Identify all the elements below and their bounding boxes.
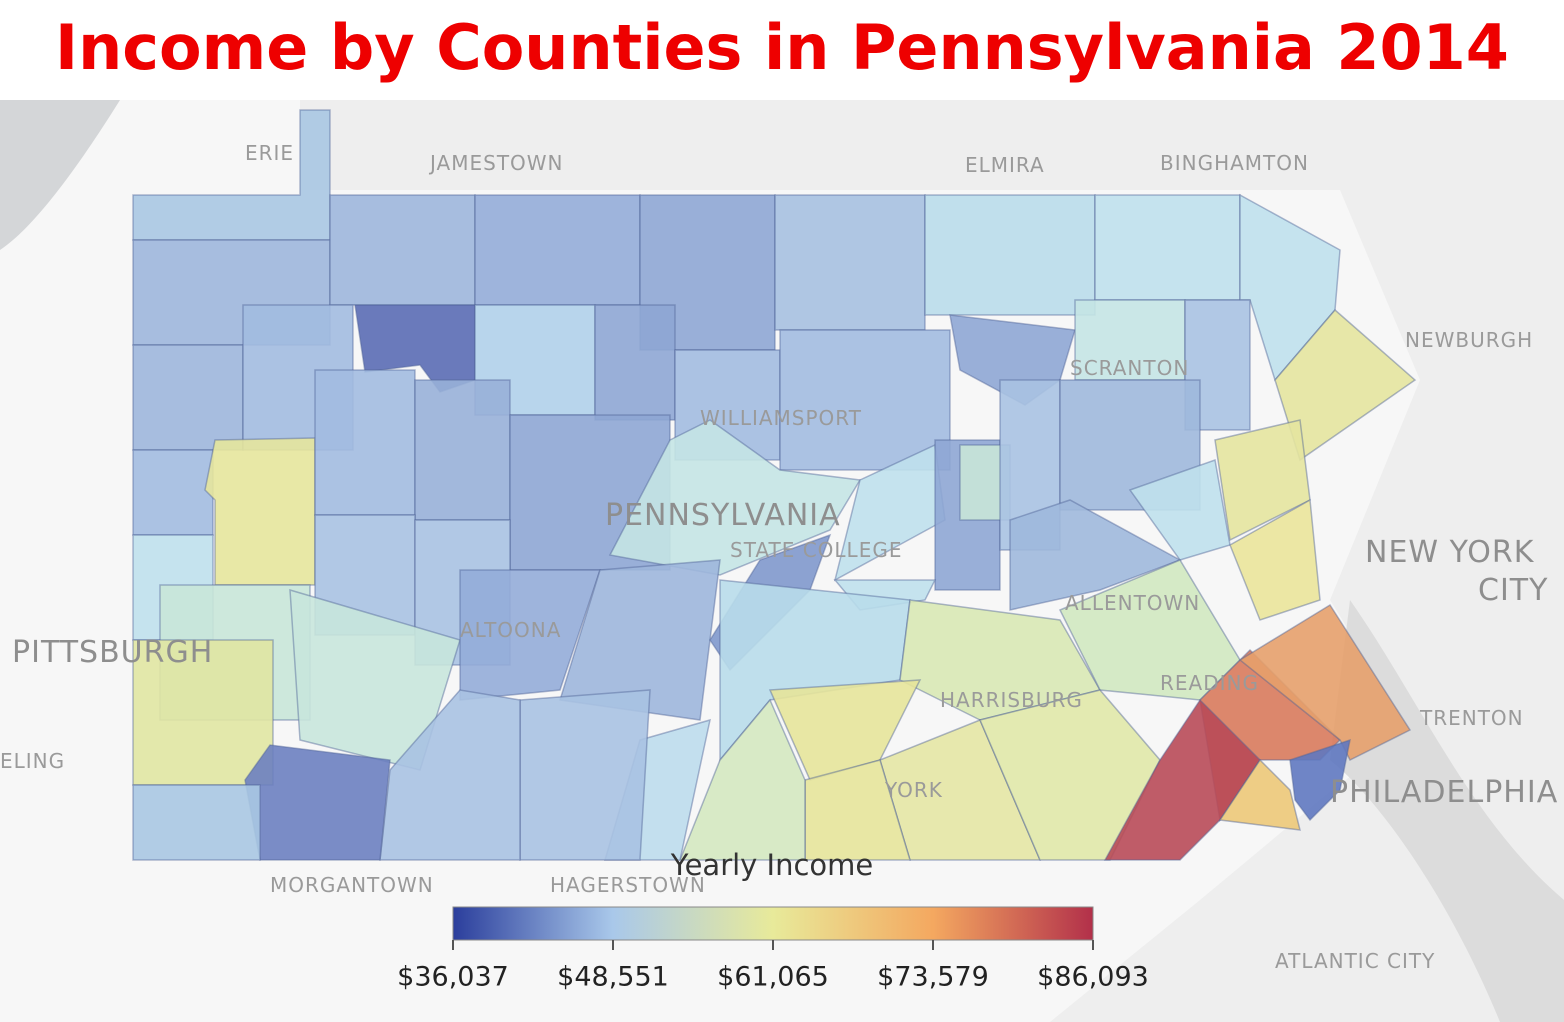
city-label: BINGHAMTON: [1160, 151, 1309, 175]
county: [132, 639, 274, 786]
city-label: HAGERSTOWN: [550, 873, 706, 897]
city-label: SCRANTON: [1070, 356, 1189, 380]
city-label: READING: [1160, 671, 1259, 695]
city-label: YORK: [884, 778, 943, 802]
map-labels: ERIE JAMESTOWN ELMIRA BINGHAMTON NEWBURG…: [0, 141, 1558, 973]
city-label: PHILADELPHIA: [1330, 775, 1558, 810]
legend-title: Yearly Income: [670, 848, 874, 882]
county: [1229, 498, 1321, 621]
city-label: ERIE: [245, 141, 294, 165]
county: [244, 744, 391, 861]
city-label: ALLENTOWN: [1065, 591, 1200, 615]
county: [559, 559, 721, 721]
county: [594, 304, 676, 421]
legend-colorbar: [452, 906, 1094, 941]
county: [314, 369, 416, 516]
legend-tick-label: $73,579: [877, 962, 989, 993]
legend-ticks: $36,037 $48,551 $61,065 $73,579 $86,093: [397, 940, 1149, 993]
title-band: [0, 0, 1564, 100]
city-label: ELING: [0, 749, 65, 773]
county: [1184, 299, 1251, 431]
city-label: ELMIRA: [965, 153, 1045, 177]
legend-tick-label: $48,551: [557, 962, 669, 993]
city-label: CITY: [1478, 573, 1548, 608]
county: [1289, 738, 1351, 822]
county: [608, 419, 862, 576]
legend-tick-label: $36,037: [397, 962, 509, 993]
city-label: JAMESTOWN: [428, 151, 564, 175]
county: [1238, 603, 1412, 762]
county: [379, 689, 521, 861]
city-label: PENNSYLVANIA: [605, 498, 841, 533]
lake: [0, 100, 120, 250]
city-label: STATE COLLEGE: [730, 538, 902, 562]
county: [779, 329, 951, 471]
county: [924, 194, 1096, 316]
legend-tick-label: $61,065: [717, 962, 829, 993]
city-label: MORGANTOWN: [270, 873, 434, 897]
city-label: ATLANTIC CITY: [1275, 949, 1435, 973]
county: [1094, 194, 1241, 301]
city-label: NEW YORK: [1365, 535, 1535, 570]
county: [519, 689, 651, 861]
county: [132, 449, 214, 536]
city-label: ALTOONA: [460, 618, 561, 642]
title: Income by Counties in Pennsylvania 2014: [55, 11, 1509, 84]
county: [414, 379, 511, 521]
county: [1074, 299, 1186, 381]
county: [474, 194, 641, 306]
legend-tick-label: $86,093: [1037, 962, 1149, 993]
city-label: NEWBURGH: [1405, 328, 1533, 352]
county: [774, 194, 926, 331]
counties: [132, 109, 1417, 861]
city-label: HARRISBURG: [940, 688, 1083, 712]
city-label: TRENTON: [1419, 706, 1524, 730]
county: [204, 437, 316, 586]
county: [678, 698, 806, 861]
city-label: PITTSBURGH: [12, 635, 213, 670]
city-label: WILLIAMSPORT: [700, 406, 862, 430]
county: [1218, 758, 1301, 831]
county: [1009, 499, 1182, 611]
county: [132, 344, 244, 451]
county: [459, 569, 602, 701]
county: [132, 784, 261, 861]
county: [329, 194, 476, 306]
